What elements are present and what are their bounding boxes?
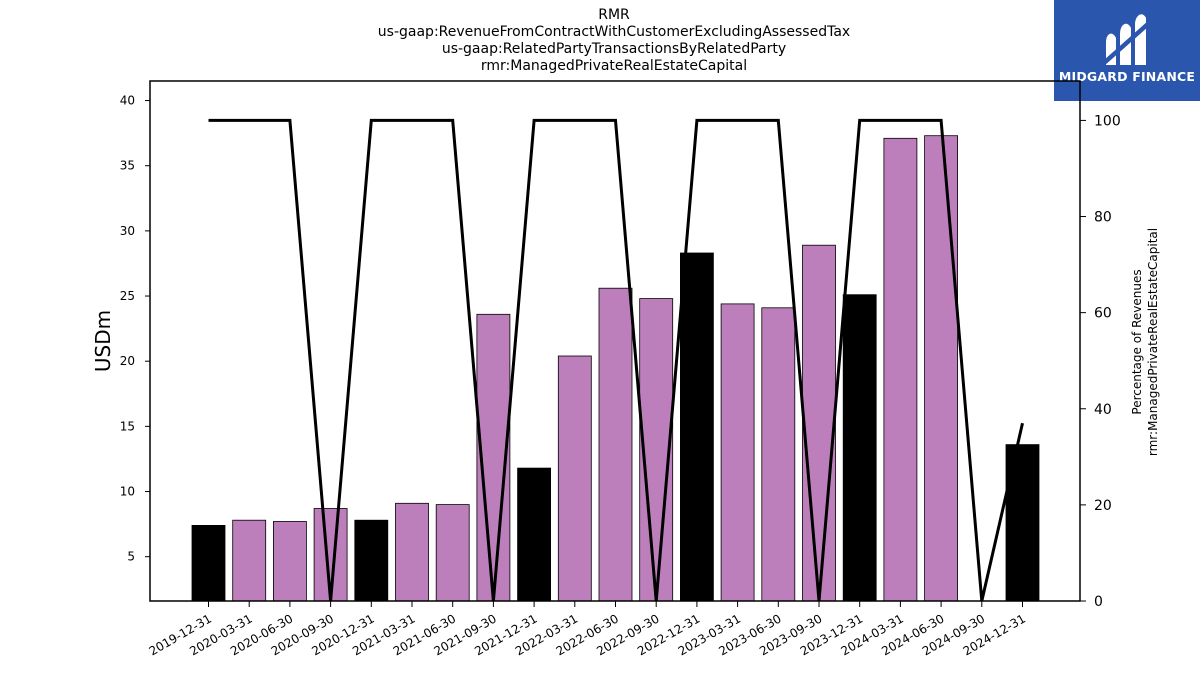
bars-layer xyxy=(191,135,1040,602)
bar-2023-09-30 xyxy=(802,244,836,602)
title-line-1: RMR xyxy=(598,7,630,23)
left-axis-ticks: 5 10 15 20 25 30 35 40 xyxy=(120,94,150,564)
y2-axis-label-line-1: Percentage of Revenues xyxy=(1130,269,1144,414)
y-tick-label: 20 xyxy=(120,354,135,368)
bar-2024-03-31 xyxy=(883,137,918,602)
bar-2022-12-31 xyxy=(680,252,714,602)
y2-tick-label: 100 xyxy=(1094,113,1121,129)
y2-tick-label: 60 xyxy=(1094,306,1112,322)
bar-2022-06-30 xyxy=(598,287,633,602)
percentage-line xyxy=(208,118,1024,602)
bar-2023-12-31 xyxy=(842,294,877,602)
line-layer xyxy=(208,118,1024,602)
chart-title: RMR us-gaap:RevenueFromContractWithCusto… xyxy=(284,7,944,75)
bar-2020-12-31 xyxy=(354,519,389,602)
logo-text: MIDGARD FINANCE xyxy=(1058,69,1196,84)
y-tick-label: 25 xyxy=(120,289,135,303)
bar-2020-03-31 xyxy=(232,519,267,602)
bar-2021-12-31 xyxy=(517,467,551,602)
bar-2023-03-31 xyxy=(720,303,755,602)
y-axis-label: USDm xyxy=(91,310,115,372)
y-tick-label: 40 xyxy=(120,94,135,108)
y2-tick-label: 40 xyxy=(1094,402,1112,418)
title-line-2: us-gaap:RevenueFromContractWithCustomerE… xyxy=(377,24,851,40)
y-tick-label: 30 xyxy=(120,224,135,238)
bar-2024-06-30 xyxy=(924,135,958,602)
bar-2021-06-30 xyxy=(435,504,470,602)
bar-2023-06-30 xyxy=(761,307,796,602)
bar-2020-06-30 xyxy=(272,521,307,602)
y2-axis-label-line-2: rmr:ManagedPrivateRealEstateCapital xyxy=(1146,228,1160,456)
y2-tick-label: 0 xyxy=(1094,594,1103,610)
x-axis-ticks: 2019-12-312020-03-312020-06-302020-09-30… xyxy=(147,601,1028,658)
right-axis-ticks: 0 20 40 60 80 100 xyxy=(1080,113,1121,610)
y-tick-label: 15 xyxy=(120,419,135,433)
bar-2019-12-31 xyxy=(191,525,226,602)
y-tick-label: 10 xyxy=(120,485,135,499)
bar-2021-03-31 xyxy=(395,502,429,602)
title-line-4: rmr:ManagedPrivateRealEstateCapital xyxy=(480,58,748,74)
y-tick-label: 5 xyxy=(127,550,135,564)
bar-2022-03-31 xyxy=(557,355,592,602)
midgard-logo-icon xyxy=(1104,14,1149,66)
y2-tick-label: 80 xyxy=(1094,210,1112,226)
midgard-finance-logo: MIDGARD FINANCE xyxy=(1054,0,1200,101)
y-tick-label: 35 xyxy=(120,159,135,173)
title-line-3: us-gaap:RelatedPartyTransactionsByRelate… xyxy=(441,41,787,57)
y2-tick-label: 20 xyxy=(1094,498,1112,514)
